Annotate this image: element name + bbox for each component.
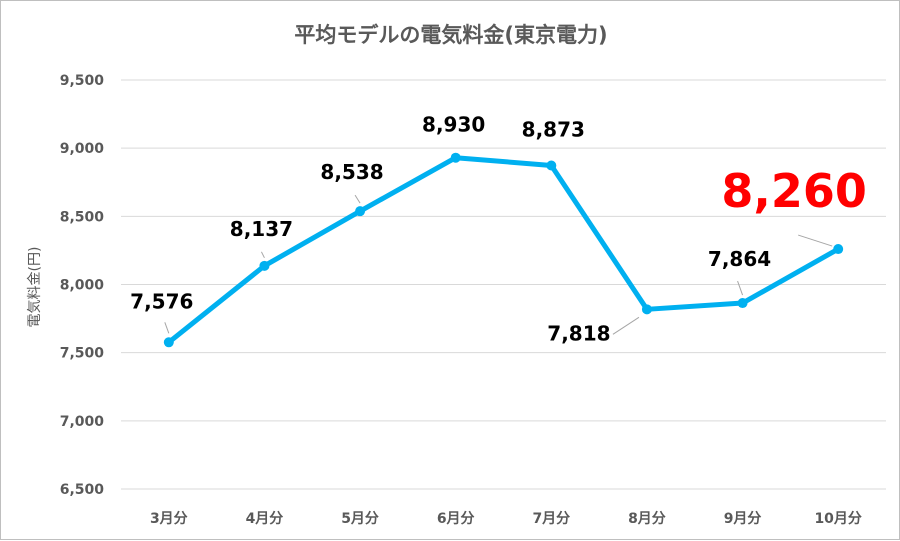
x-tick-label: 4月分 — [246, 511, 284, 527]
data-point — [163, 337, 174, 348]
label-leader-line — [354, 194, 361, 204]
data-point — [355, 206, 366, 217]
label-leader-line — [164, 322, 170, 334]
data-label: 8,873 — [522, 117, 585, 141]
y-tick-label: 9,500 — [60, 73, 105, 89]
data-point — [833, 244, 844, 255]
y-axis-label: 電気料金(円) — [27, 247, 43, 328]
x-tick-label: 6月分 — [437, 511, 475, 527]
y-tick-label: 9,000 — [60, 141, 105, 157]
y-axis-ticks: 6,500 7,000 7,500 8,000 8,500 9,000 9,500 — [60, 73, 105, 498]
data-point — [450, 152, 461, 163]
data-label: 7,576 — [130, 289, 193, 313]
y-tick-label: 8,000 — [60, 278, 105, 294]
data-label-highlight: 8,260 — [721, 164, 867, 218]
y-tick-label: 8,500 — [60, 209, 105, 225]
data-points — [163, 152, 844, 348]
x-tick-label: 5月分 — [341, 511, 379, 527]
data-labels: 7,576 8,137 8,538 8,930 8,873 7,818 7,864 8,260 — [130, 113, 867, 346]
y-tick-label: 6,500 — [60, 482, 105, 498]
label-leader-line — [737, 280, 744, 296]
data-label: 7,818 — [547, 321, 610, 345]
label-leader-line — [798, 234, 833, 247]
x-tick-label: 7月分 — [532, 511, 570, 527]
chart-title: 平均モデルの電気料金(東京電力) — [294, 23, 608, 47]
grid-layer — [121, 79, 886, 490]
leader-lines — [164, 194, 833, 335]
x-tick-label: 3月分 — [150, 511, 188, 527]
label-leader-line — [612, 316, 640, 335]
data-label: 8,137 — [230, 217, 293, 241]
series-line-layer — [166, 155, 841, 345]
y-tick-label: 7,500 — [60, 346, 105, 362]
y-tick-label: 7,000 — [60, 414, 105, 430]
data-point — [259, 260, 270, 271]
series-line — [166, 155, 841, 345]
data-label: 8,538 — [320, 160, 383, 184]
x-tick-label: 9月分 — [724, 511, 762, 527]
label-leader-line — [260, 251, 265, 259]
data-point — [546, 160, 557, 171]
data-point — [641, 304, 652, 315]
x-tick-label: 10月分 — [814, 511, 861, 527]
data-label: 7,864 — [708, 247, 771, 271]
x-axis-ticks: 3月分 4月分 5月分 6月分 7月分 8月分 9月分 10月分 — [150, 511, 862, 527]
x-tick-label: 8月分 — [628, 511, 666, 527]
data-label: 8,930 — [422, 113, 485, 137]
data-point — [737, 298, 748, 309]
